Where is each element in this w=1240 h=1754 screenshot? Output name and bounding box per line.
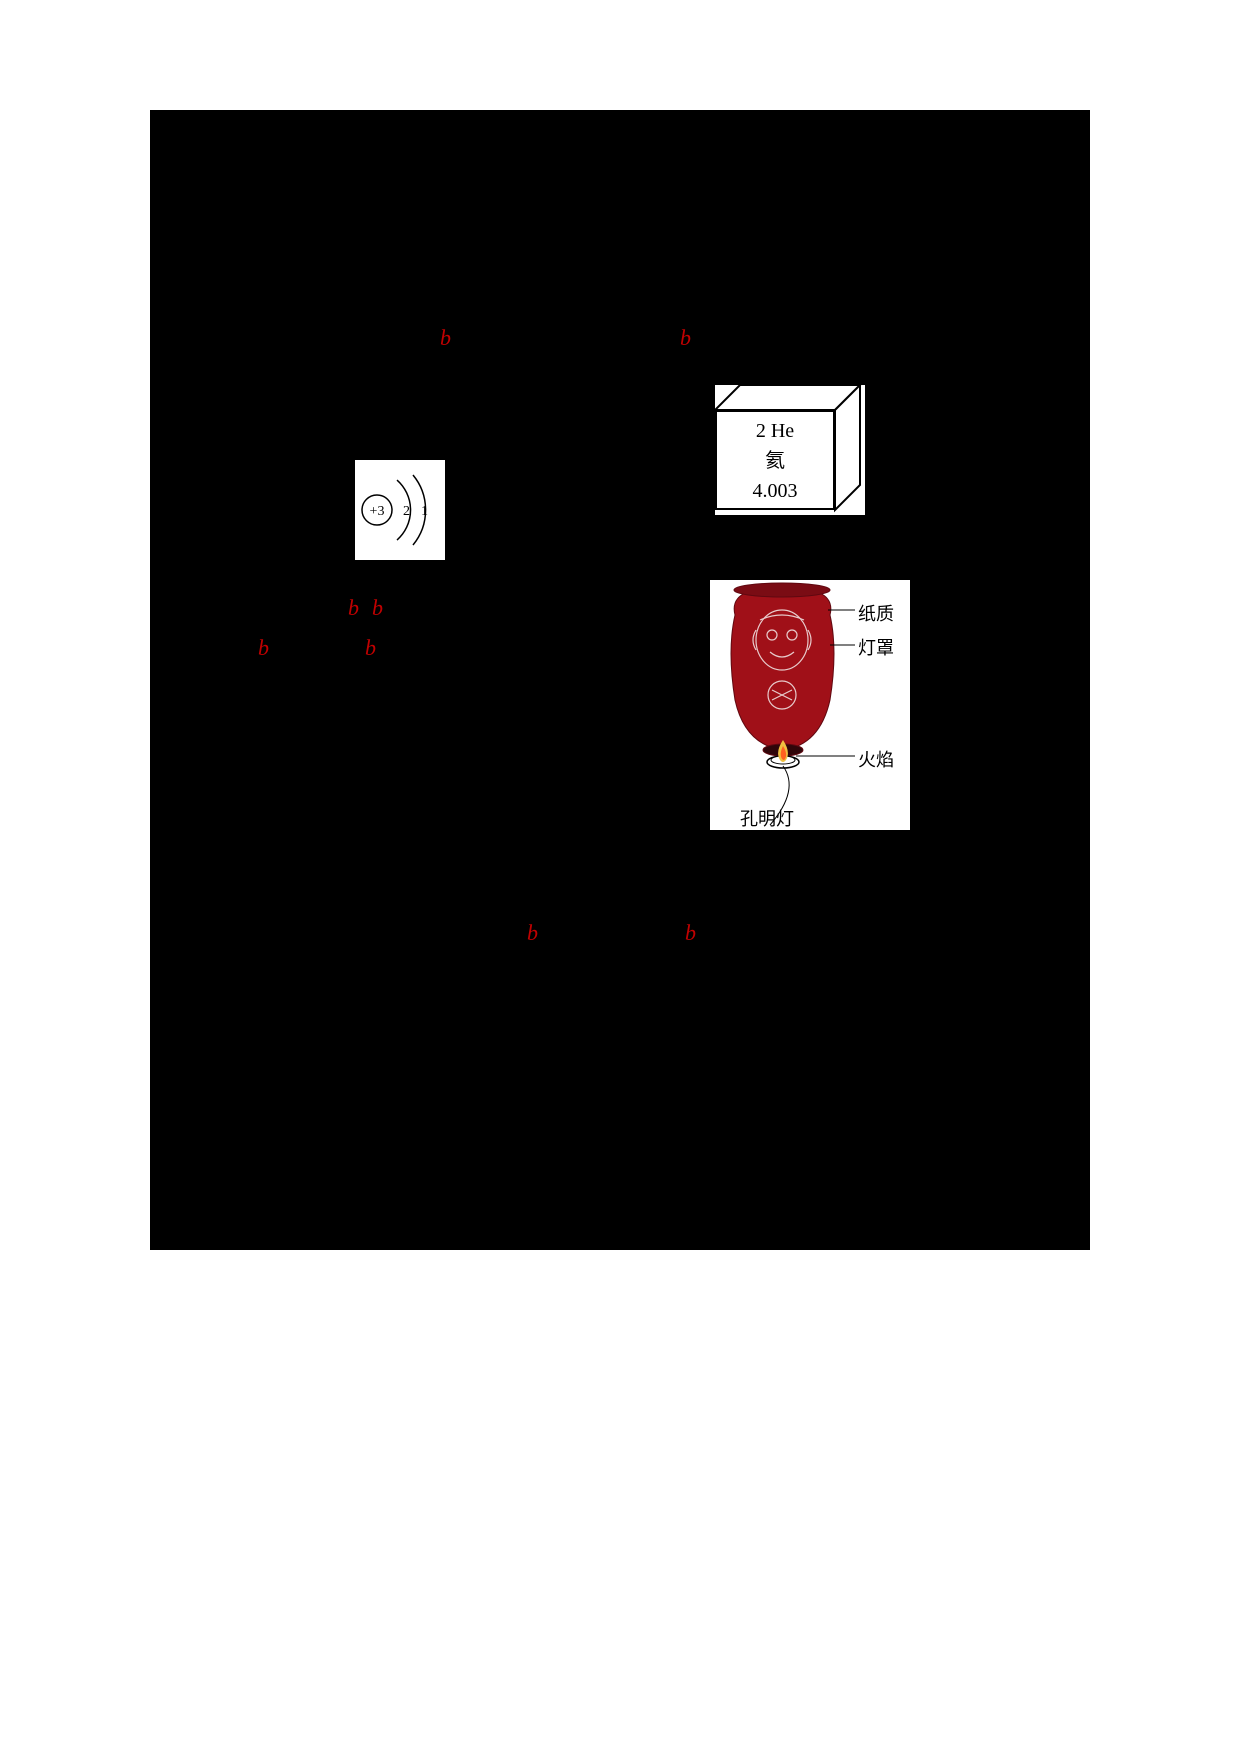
he-line1: 2 He <box>717 416 833 446</box>
he-line3: 4.003 <box>717 476 833 506</box>
helium-box-front: 2 He 氦 4.003 <box>715 410 835 510</box>
atom-structure-diagram: +3 2 1 <box>355 460 445 560</box>
lantern-label-cover: 灯罩 <box>858 634 894 660</box>
black-content-block: b b b b b b b b +3 2 1 <box>150 110 1090 1250</box>
helium-element-box: 2 He 氦 4.003 <box>715 385 865 515</box>
lantern-label-flame: 火焰 <box>858 746 894 772</box>
red-mark: b <box>348 595 359 621</box>
red-mark: b <box>527 920 538 946</box>
red-mark: b <box>440 325 451 351</box>
red-mark: b <box>372 595 383 621</box>
lantern-label-paper: 纸质 <box>858 600 894 626</box>
lantern-caption: 孔明灯 <box>740 805 794 831</box>
page: b b b b b b b b +3 2 1 <box>0 0 1240 1754</box>
kongming-lantern-figure: 纸质 灯罩 火焰 孔明灯 <box>710 580 910 830</box>
red-mark: b <box>258 635 269 661</box>
red-mark: b <box>685 920 696 946</box>
nucleus-label: +3 <box>370 504 385 519</box>
red-mark: b <box>680 325 691 351</box>
he-line2: 氦 <box>717 446 833 476</box>
shell-label-2: 1 <box>421 504 428 519</box>
shell-label-1: 2 <box>403 504 410 519</box>
red-mark: b <box>365 635 376 661</box>
atom-svg: +3 2 1 <box>355 460 445 560</box>
